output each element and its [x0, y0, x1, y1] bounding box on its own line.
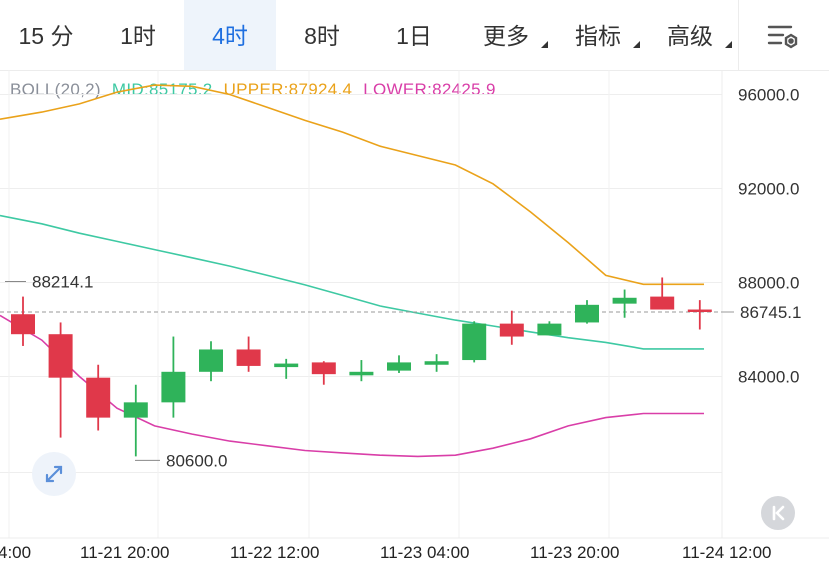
last-price-label: 86745.1 [740, 303, 801, 322]
candle-body [48, 334, 73, 378]
y-tick-label: 88000.0 [738, 274, 799, 293]
tab-label: 4时 [212, 23, 248, 49]
x-tick-label: 11-23 04:00 [380, 543, 469, 562]
candle-body [650, 296, 675, 310]
tab-1[interactable]: 1时 [92, 0, 184, 70]
tab-4[interactable]: 1日 [368, 0, 460, 70]
tab-label: 指标 [575, 23, 621, 49]
tab-7[interactable]: 高级 [644, 0, 736, 70]
candle-body [161, 371, 186, 403]
upper-band-line [0, 84, 704, 286]
lower-band-line [0, 314, 704, 458]
tab-label: 8时 [304, 23, 340, 49]
tab-label: 15 分 [18, 23, 74, 49]
candle-body [86, 377, 111, 418]
mid-band-line [0, 214, 704, 350]
dropdown-caret-icon [633, 41, 640, 48]
y-tick-label: 96000.0 [738, 86, 799, 105]
tab-0[interactable]: 15 分 [0, 0, 92, 70]
candle-body [575, 304, 599, 323]
candle-body [311, 362, 336, 375]
skip-to-end-icon [772, 505, 785, 521]
low-marker-label: 80600.0 [166, 451, 227, 470]
x-tick-label: 11-24 12:00 [682, 543, 771, 562]
candle-body [462, 323, 487, 361]
candle-body [11, 314, 35, 335]
expand-button[interactable] [32, 452, 76, 496]
x-tick-label: 11-22 12:00 [230, 543, 319, 562]
candle-body [274, 363, 299, 368]
high-marker-label: 88214.1 [32, 272, 93, 291]
candlestick-chart[interactable]: 96000.0 92000.0 88000.0 84000.0 4:00 11-21 20… [0, 70, 829, 567]
x-tick-label: 11-21 20:00 [80, 543, 169, 562]
tab-5[interactable]: 更多 [460, 0, 552, 70]
tab-label: 1时 [120, 23, 156, 49]
chart-settings-button[interactable] [738, 0, 829, 70]
candle-body [387, 362, 411, 371]
x-tick-label: 4:00 [0, 543, 31, 562]
scroll-to-latest-button[interactable] [761, 496, 795, 530]
candle-body [537, 323, 562, 336]
y-tick-label: 84000.0 [738, 368, 799, 387]
timeframe-tab-bar: 15 分 1时 4时 8时 1日 更多 指标 高级 [0, 0, 829, 71]
y-tick-label: 92000.0 [738, 180, 799, 199]
tab-3[interactable]: 8时 [276, 0, 368, 70]
candle-body [612, 297, 637, 304]
candle-body [424, 361, 449, 365]
tab-label: 高级 [667, 23, 713, 49]
candle-body [236, 349, 261, 366]
dropdown-caret-icon [725, 41, 732, 48]
tab-2[interactable]: 4时 [184, 0, 276, 70]
candle-body [199, 349, 223, 372]
chart-settings-icon [767, 25, 798, 49]
tab-label: 更多 [483, 23, 529, 49]
dropdown-caret-icon [541, 41, 548, 48]
candle-body [123, 402, 148, 418]
tab-6[interactable]: 指标 [552, 0, 644, 70]
x-tick-label: 11-23 20:00 [530, 543, 619, 562]
candle-body [687, 309, 712, 312]
candle-body [349, 371, 374, 376]
expand-arrows-icon [45, 465, 63, 483]
tab-label: 1日 [396, 23, 432, 49]
candle-body [499, 323, 524, 337]
